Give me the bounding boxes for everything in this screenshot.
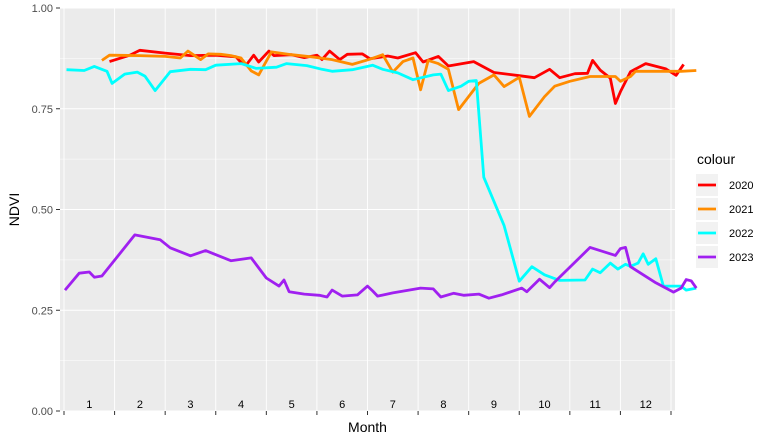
series-line-2022 (66, 62, 697, 292)
y-tick-label: 0.50 (32, 205, 53, 217)
month-label: 4 (238, 399, 244, 411)
month-label: 1 (86, 399, 92, 411)
x-axis (63, 411, 672, 415)
month-label: 8 (440, 399, 446, 411)
series-line-2021 (101, 49, 697, 118)
month-label: 3 (187, 399, 193, 411)
month-label: 5 (289, 399, 295, 411)
y-axis-title: NDVI (6, 193, 22, 226)
month-label: 9 (491, 399, 497, 411)
x-axis-title: Month (348, 419, 387, 435)
legend-label-2023: 2023 (729, 252, 753, 264)
legend-label-2022: 2022 (729, 228, 753, 240)
y-tick-label: 0.00 (32, 406, 53, 418)
y-axis: 0.00 0.25 0.50 0.75 1.00 (32, 3, 60, 418)
month-label: 11 (589, 399, 600, 411)
major-gridlines (60, 7, 675, 412)
month-label: 12 (640, 399, 652, 411)
series-line-2023 (63, 233, 698, 300)
y-tick-label: 1.00 (32, 3, 53, 15)
y-tick-label: 0.25 (32, 305, 53, 317)
month-label: 10 (538, 399, 550, 411)
month-label: 2 (137, 399, 143, 411)
legend-label-2020: 2020 (729, 180, 753, 192)
y-tick-label: 0.75 (32, 104, 53, 116)
series-lines (63, 48, 698, 300)
month-label: 7 (390, 399, 396, 411)
month-label: 6 (339, 399, 345, 411)
legend-title: colour (697, 151, 735, 167)
legend: colour 2020 2021 2022 2023 (696, 151, 753, 268)
legend-label-2021: 2021 (729, 204, 753, 216)
month-labels: 1 2 3 4 5 6 7 8 9 10 11 12 (86, 399, 652, 411)
